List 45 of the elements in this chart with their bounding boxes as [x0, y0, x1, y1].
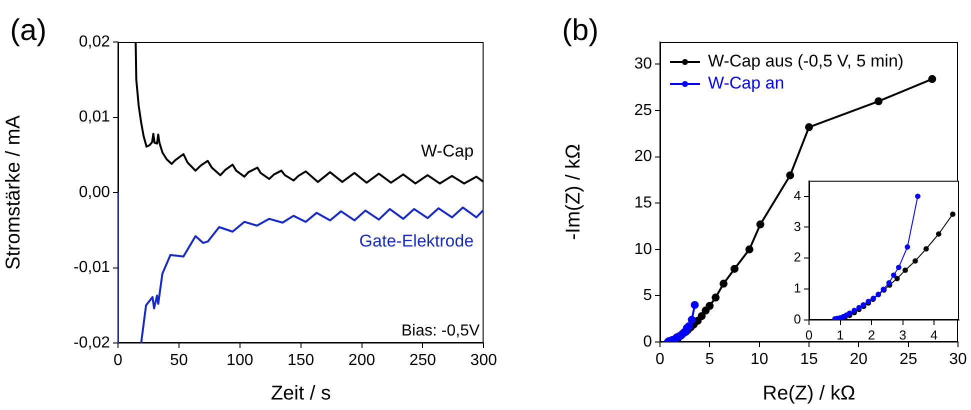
x-tick-label: 20 [850, 351, 868, 368]
y-axis-title: Stromstärke / mA [2, 114, 25, 270]
x-tick-label: 300 [470, 352, 498, 370]
y-tick-label: 0 [794, 312, 801, 327]
legend-label: W-Cap aus (-0,5 V, 5 min) [708, 52, 904, 71]
y-tick-label: 10 [634, 240, 652, 258]
x-tick-label: 2 [868, 327, 876, 342]
y-tick-label: 0,02 [78, 33, 110, 50]
x-tick-label: 0 [114, 352, 123, 370]
y-tick-label: -0,01 [74, 259, 110, 276]
x-tick-label: 3 [899, 327, 906, 342]
x-tick-label: 250 [409, 352, 436, 370]
chart-title: (a) [10, 14, 47, 47]
y-tick-label: 1 [794, 280, 801, 296]
x-tick-label: 0 [656, 351, 665, 368]
y-axis-title: -Im(Z) / kΩ [562, 144, 585, 240]
x-tick-label: 0 [805, 327, 813, 342]
y-tick-label: 30 [634, 56, 652, 73]
y-tick-label: 2 [794, 250, 801, 265]
y-tick-label: 3 [794, 218, 801, 234]
x-axis-title: Re(Z) / kΩ [762, 382, 856, 405]
x-tick-label: 25 [899, 351, 918, 368]
series-label: W-Cap [421, 142, 474, 161]
y-tick-label: 0,01 [78, 108, 110, 126]
y-tick-label: 0,00 [78, 184, 110, 201]
x-tick-label: 30 [949, 351, 967, 368]
legend-label: W-Cap an [708, 74, 784, 93]
y-tick-label: -0,02 [74, 334, 110, 352]
y-tick-label: 15 [634, 194, 652, 212]
series-label: Gate-Elektrode [359, 231, 474, 250]
x-tick-label: 200 [348, 352, 376, 370]
y-tick-label: 25 [634, 102, 652, 119]
x-tick-label: 100 [226, 352, 254, 370]
y-tick-label: 4 [794, 188, 801, 203]
x-axis-title: Zeit / s [270, 382, 331, 405]
x-tick-label: 10 [750, 351, 768, 368]
x-tick-label: 1 [836, 327, 844, 342]
chart-title: (b) [562, 14, 599, 47]
x-tick-label: 4 [930, 327, 938, 342]
y-tick-label: 5 [643, 287, 652, 304]
x-tick-label: 5 [705, 351, 714, 368]
annotation: Bias: -0,5V [401, 322, 480, 340]
x-tick-label: 150 [287, 352, 314, 370]
x-tick-label: 50 [170, 352, 188, 370]
y-tick-label: 20 [634, 148, 652, 166]
